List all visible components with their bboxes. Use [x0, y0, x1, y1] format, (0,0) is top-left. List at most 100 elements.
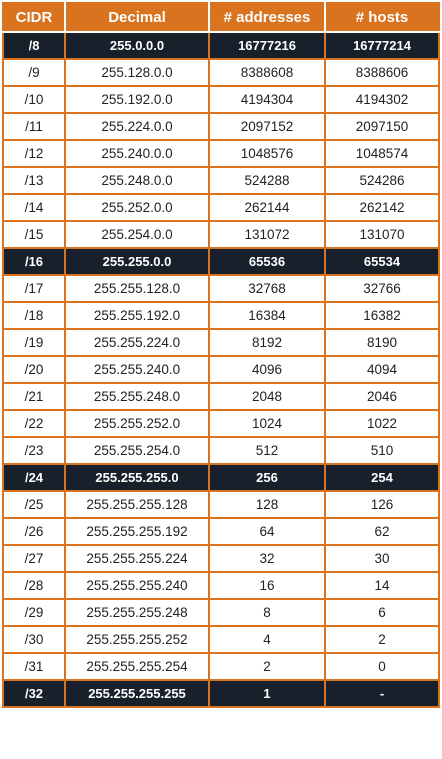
table-row: /10 255.192.0.0 4194304 4194302	[2, 85, 440, 114]
cell-addresses: 8388608	[208, 58, 326, 87]
cell-addresses: 4194304	[208, 85, 326, 114]
table-row: /12 255.240.0.0 1048576 1048574	[2, 139, 440, 168]
cell-hosts: 131070	[324, 220, 440, 249]
cell-decimal: 255.248.0.0	[64, 166, 210, 195]
cell-addresses: 2	[208, 652, 326, 681]
table-row: /16 255.255.0.0 65536 65534	[2, 247, 440, 276]
cell-decimal: 255.255.255.248	[64, 598, 210, 627]
table-row: /17 255.255.128.0 32768 32766	[2, 274, 440, 303]
cell-decimal: 255.255.255.128	[64, 490, 210, 519]
table-row: /28 255.255.255.240 16 14	[2, 571, 440, 600]
cell-hosts: 16382	[324, 301, 440, 330]
cell-decimal: 255.255.128.0	[64, 274, 210, 303]
cell-addresses: 65536	[208, 247, 326, 276]
cell-hosts: 2	[324, 625, 440, 654]
cell-decimal: 255.255.240.0	[64, 355, 210, 384]
cell-hosts: 2097150	[324, 112, 440, 141]
header-addresses: # addresses	[208, 2, 326, 33]
cell-decimal: 255.255.255.252	[64, 625, 210, 654]
table-row: /11 255.224.0.0 2097152 2097150	[2, 112, 440, 141]
cell-addresses: 2097152	[208, 112, 326, 141]
cell-cidr: /26	[2, 517, 66, 546]
cell-cidr: /22	[2, 409, 66, 438]
cell-cidr: /24	[2, 463, 66, 492]
cell-cidr: /8	[2, 31, 66, 60]
cell-cidr: /12	[2, 139, 66, 168]
cell-decimal: 255.255.0.0	[64, 247, 210, 276]
cell-hosts: 65534	[324, 247, 440, 276]
cell-cidr: /25	[2, 490, 66, 519]
table-row: /27 255.255.255.224 32 30	[2, 544, 440, 573]
header-hosts: # hosts	[324, 2, 440, 33]
cell-decimal: 255.0.0.0	[64, 31, 210, 60]
cell-hosts: 2046	[324, 382, 440, 411]
cell-addresses: 16	[208, 571, 326, 600]
table-header: CIDR Decimal # addresses # hosts	[2, 2, 440, 33]
cell-decimal: 255.255.252.0	[64, 409, 210, 438]
cell-cidr: /11	[2, 112, 66, 141]
cell-decimal: 255.255.254.0	[64, 436, 210, 465]
table-row: /15 255.254.0.0 131072 131070	[2, 220, 440, 249]
cell-hosts: 4094	[324, 355, 440, 384]
cell-decimal: 255.255.255.0	[64, 463, 210, 492]
table-row: /20 255.255.240.0 4096 4094	[2, 355, 440, 384]
cell-hosts: 254	[324, 463, 440, 492]
cell-decimal: 255.255.255.224	[64, 544, 210, 573]
cell-hosts: 0	[324, 652, 440, 681]
header-row: CIDR Decimal # addresses # hosts	[2, 2, 440, 33]
cell-cidr: /27	[2, 544, 66, 573]
cell-addresses: 524288	[208, 166, 326, 195]
cell-cidr: /23	[2, 436, 66, 465]
cell-addresses: 1048576	[208, 139, 326, 168]
cell-cidr: /31	[2, 652, 66, 681]
cell-addresses: 512	[208, 436, 326, 465]
cell-addresses: 32768	[208, 274, 326, 303]
cell-cidr: /20	[2, 355, 66, 384]
cell-decimal: 255.255.248.0	[64, 382, 210, 411]
cell-cidr: /9	[2, 58, 66, 87]
table-row: /19 255.255.224.0 8192 8190	[2, 328, 440, 357]
cell-decimal: 255.128.0.0	[64, 58, 210, 87]
table-row: /13 255.248.0.0 524288 524286	[2, 166, 440, 195]
cell-decimal: 255.255.255.192	[64, 517, 210, 546]
cell-hosts: 1048574	[324, 139, 440, 168]
cell-addresses: 262144	[208, 193, 326, 222]
table-row: /31 255.255.255.254 2 0	[2, 652, 440, 681]
cell-cidr: /17	[2, 274, 66, 303]
cell-decimal: 255.254.0.0	[64, 220, 210, 249]
cell-hosts: 8190	[324, 328, 440, 357]
table-row: /9 255.128.0.0 8388608 8388606	[2, 58, 440, 87]
cell-addresses: 16384	[208, 301, 326, 330]
cell-addresses: 64	[208, 517, 326, 546]
cell-hosts: 16777214	[324, 31, 440, 60]
cell-addresses: 256	[208, 463, 326, 492]
cell-hosts: 4194302	[324, 85, 440, 114]
cell-hosts: 30	[324, 544, 440, 573]
cell-cidr: /21	[2, 382, 66, 411]
cell-addresses: 4096	[208, 355, 326, 384]
cell-hosts: 126	[324, 490, 440, 519]
cell-cidr: /14	[2, 193, 66, 222]
cell-decimal: 255.192.0.0	[64, 85, 210, 114]
cell-hosts: 510	[324, 436, 440, 465]
cell-hosts: 6	[324, 598, 440, 627]
table-body: /8 255.0.0.0 16777216 16777214/9 255.128.0.0…	[2, 31, 440, 708]
table-row: /30 255.255.255.252 4 2	[2, 625, 440, 654]
cell-decimal: 255.255.224.0	[64, 328, 210, 357]
cell-decimal: 255.255.255.240	[64, 571, 210, 600]
cell-cidr: /13	[2, 166, 66, 195]
cell-addresses: 8192	[208, 328, 326, 357]
cell-addresses: 1024	[208, 409, 326, 438]
table-row: /14 255.252.0.0 262144 262142	[2, 193, 440, 222]
table-row: /26 255.255.255.192 64 62	[2, 517, 440, 546]
cell-decimal: 255.224.0.0	[64, 112, 210, 141]
cell-hosts: 62	[324, 517, 440, 546]
cell-cidr: /19	[2, 328, 66, 357]
cell-cidr: /15	[2, 220, 66, 249]
cell-hosts: 32766	[324, 274, 440, 303]
cell-addresses: 131072	[208, 220, 326, 249]
cell-decimal: 255.240.0.0	[64, 139, 210, 168]
cell-cidr: /16	[2, 247, 66, 276]
header-cidr: CIDR	[2, 2, 66, 33]
cell-decimal: 255.255.255.255	[64, 679, 210, 708]
